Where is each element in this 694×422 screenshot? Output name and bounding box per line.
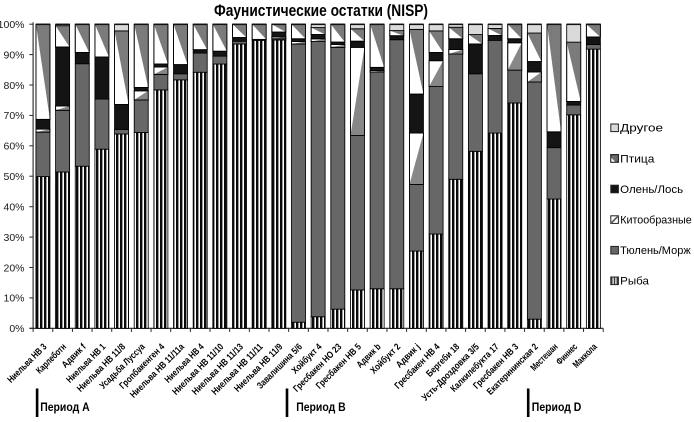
svg-text:20%: 20% [3,262,24,274]
svg-text:90%: 90% [3,49,24,61]
svg-text:50%: 50% [3,171,24,183]
svg-text:60%: 60% [3,141,24,153]
svg-text:40%: 40% [3,202,24,214]
svg-text:Период А: Период А [40,402,89,414]
svg-text:Период D: Период D [532,402,582,414]
svg-text:30%: 30% [3,232,24,244]
svg-text:Китообразные: Китообразные [620,215,692,227]
svg-text:100%: 100% [0,19,25,31]
svg-text:Рыба: Рыба [620,276,650,288]
svg-text:80%: 80% [3,80,24,92]
svg-text:10%: 10% [3,293,24,305]
svg-text:Олень/Лось: Олень/Лось [620,184,683,196]
svg-text:Период B: Период B [296,402,346,414]
svg-text:70%: 70% [3,110,24,122]
svg-text:0%: 0% [9,323,24,335]
svg-text:Тюлень/Морж: Тюлень/Морж [620,245,691,257]
svg-text:Другое: Другое [620,123,663,135]
svg-text:Птица: Птица [620,153,655,165]
svg-text:Фаунистические остатки (NISP): Фаунистические остатки (NISP) [214,2,428,20]
